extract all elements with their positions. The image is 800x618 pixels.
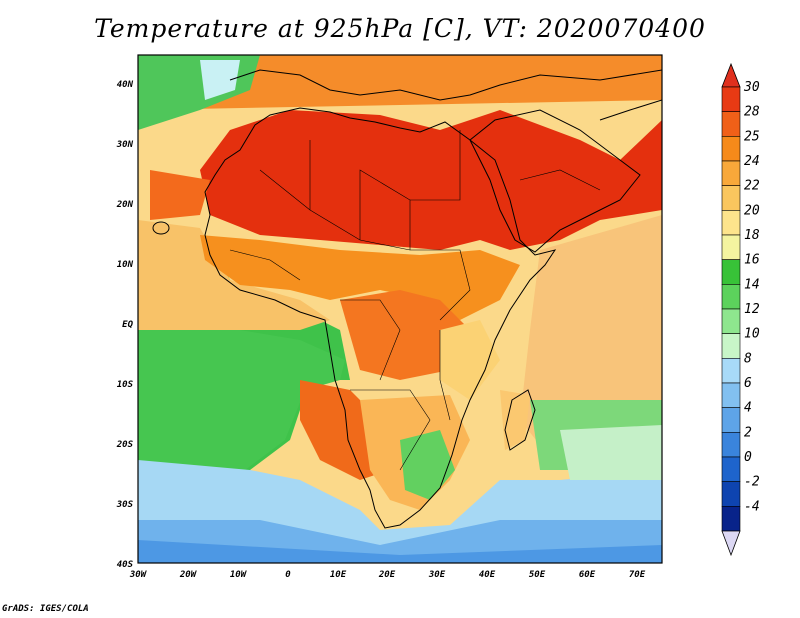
lon-tick-label: 40E — [479, 570, 496, 580]
lon-tick-label: 50E — [529, 570, 546, 580]
lon-tick-label: 10E — [330, 570, 347, 580]
lat-tick-label: 30N — [116, 140, 134, 150]
lon-tick-label: 30E — [428, 570, 446, 580]
border-line — [519, 169, 601, 191]
lon-tick-label: 60E — [579, 570, 596, 580]
colorbar-bin — [721, 234, 741, 260]
colorbar-top-arrow — [721, 62, 741, 88]
lat-tick-label: 20N — [116, 200, 134, 210]
asia-coastline — [599, 99, 662, 121]
southern-ocean-coldest — [138, 540, 662, 563]
colorbar-bin — [721, 136, 741, 162]
lon-tick-label: 0 — [285, 570, 291, 580]
border-line — [259, 169, 411, 251]
colorbar-level-label: 4 — [744, 401, 752, 416]
namibia-warm — [300, 380, 390, 480]
lon-tick-label: 20E — [378, 570, 396, 580]
colorbar-level-label: 0 — [744, 450, 752, 465]
colorbar-level-label: -4 — [744, 499, 760, 514]
colorbar-level-label: 14 — [744, 277, 760, 292]
sahara-hot-region — [200, 110, 662, 250]
colorbar-bin — [721, 432, 741, 458]
lon-tick-label: 70E — [629, 570, 646, 580]
colorbar-bin — [721, 308, 741, 334]
central-africa-warm — [340, 290, 470, 380]
arabia-coastline — [469, 109, 641, 253]
lat-tick-label: 40N — [117, 80, 134, 90]
colorbar-bin — [721, 506, 741, 532]
colorbar-level-label: 30 — [743, 80, 760, 95]
colorbar-level-label: 8 — [744, 351, 752, 366]
colorbar-level-label: 16 — [744, 253, 760, 268]
border-line — [350, 389, 431, 471]
colorbar-bin — [721, 382, 741, 408]
lon-tick-label: 10W — [230, 570, 248, 580]
temperature-field — [138, 55, 662, 563]
indian-ocean-cool — [560, 425, 662, 480]
border-line — [359, 169, 411, 250]
colorbar-level-label: 2 — [744, 425, 752, 440]
colorbar-bin — [721, 407, 741, 433]
grads-credit: GrADS: IGES/COLA — [2, 604, 89, 614]
lat-tick-label: 10N — [117, 260, 134, 270]
lat-tick-label: 10S — [117, 380, 134, 390]
lat-tick-label: 30S — [116, 500, 134, 510]
border-line — [340, 299, 401, 381]
colorbar-level-label: 24 — [744, 154, 760, 169]
madagascar-coastline — [504, 389, 536, 451]
colorbar-bin — [721, 210, 741, 236]
colorbar-bin — [721, 160, 741, 186]
plot-frame — [137, 54, 663, 564]
colorbar-bin — [721, 481, 741, 507]
colorbar-bottom-arrow — [721, 530, 741, 557]
madagascar-field — [500, 390, 530, 450]
border-line — [229, 249, 301, 281]
canary-current-warm — [150, 170, 210, 220]
lat-tick-label: 40S — [117, 560, 134, 570]
gulf-of-guinea-cool — [138, 330, 345, 470]
east-africa-mild — [440, 320, 500, 400]
colorbar-level-label: 28 — [744, 105, 760, 120]
north-mediterranean-warm — [138, 55, 662, 110]
colorbar-level-label: 6 — [744, 376, 752, 391]
colorbar-level-label: -2 — [744, 475, 760, 490]
cape-verde-coastline — [152, 221, 170, 235]
lat-tick-label: EQ — [122, 320, 133, 330]
colorbar-level-label: 10 — [744, 327, 760, 342]
colorbar-bin — [721, 358, 741, 384]
colorbar-bin — [721, 86, 741, 112]
lon-tick-label: 30W — [129, 570, 148, 580]
colorbar-level-label: 25 — [744, 129, 760, 144]
colorbar-bin — [721, 111, 741, 137]
colorbar-level-label: 18 — [744, 228, 760, 243]
colorbar-level-label: 22 — [744, 179, 760, 194]
border-line — [410, 130, 461, 201]
coastlines — [152, 69, 662, 529]
border-line — [410, 249, 471, 321]
sahel-warm-band — [200, 235, 520, 320]
colorbar-level-label: 12 — [744, 302, 760, 317]
country-borders — [229, 130, 601, 471]
lon-tick-label: 20W — [179, 570, 198, 580]
africa-coastline — [204, 107, 557, 529]
map-title: Temperature at 925hPa [C], VT: 202007040… — [94, 14, 706, 43]
colorbar-bin — [721, 284, 741, 310]
colorbar-level-label: 20 — [744, 203, 760, 218]
lat-tick-label: 20S — [116, 440, 134, 450]
colorbar-bin — [721, 333, 741, 359]
colorbar-bin — [721, 185, 741, 211]
southern-europe-coastline — [229, 69, 662, 101]
azores-cool — [200, 60, 240, 100]
west-africa-coast-warm — [138, 220, 330, 330]
border-line — [439, 330, 451, 421]
colorbar-bin — [721, 456, 741, 482]
colorbar-bin — [721, 259, 741, 285]
